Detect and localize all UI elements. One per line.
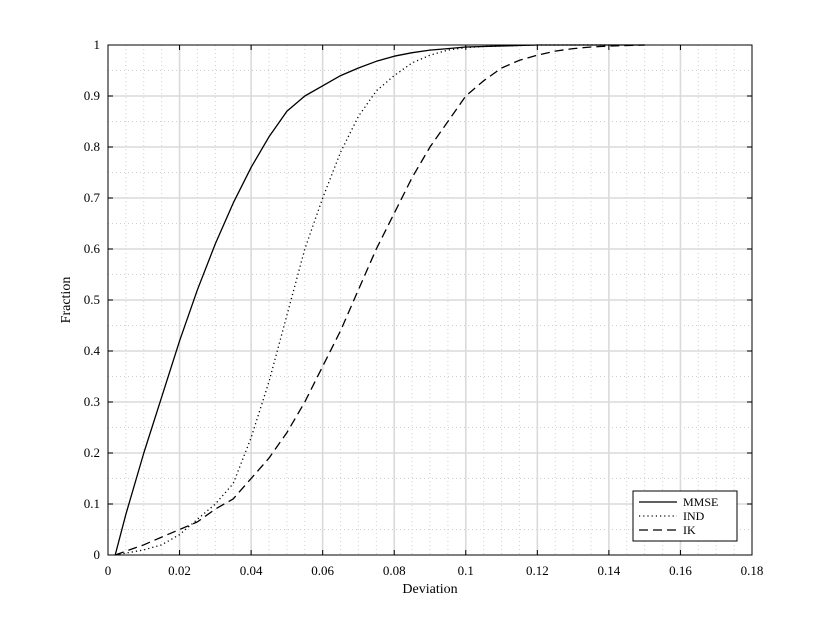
- y-tick-label: 0.8: [84, 139, 100, 154]
- y-tick-label: 1: [94, 37, 101, 52]
- y-tick-label: 0: [94, 547, 101, 562]
- y-tick-label: 0.4: [84, 343, 101, 358]
- x-tick-label: 0.16: [669, 563, 692, 578]
- y-tick-label: 0.6: [84, 241, 101, 256]
- x-tick-label: 0.12: [526, 563, 549, 578]
- x-tick-label: 0: [105, 563, 112, 578]
- x-tick-label: 0.08: [383, 563, 406, 578]
- series-line-mmse: [114, 44, 645, 556]
- series-layer: [114, 44, 645, 556]
- x-tick-label: 0.1: [458, 563, 474, 578]
- x-tick-label: 0.06: [311, 563, 334, 578]
- legend-box: [632, 490, 738, 542]
- y-tick-label: 0.1: [84, 496, 100, 511]
- x-axis-label: Deviation: [402, 582, 457, 597]
- x-tick-label: 0.18: [741, 563, 764, 578]
- legend-label-mmse: MMSE: [683, 495, 718, 509]
- y-axis-label: Fraction: [59, 277, 74, 324]
- x-tick-label: 0.14: [598, 563, 621, 578]
- y-tick-label: 0.2: [84, 445, 100, 460]
- x-tick-label: 0.04: [240, 563, 263, 578]
- y-tick-label: 0.7: [84, 190, 101, 205]
- y-tick-label: 0.3: [84, 394, 100, 409]
- y-tick-label: 0.5: [84, 292, 100, 307]
- ticks: 0 0.02 0.04 0.06 0.08 0.1 0.12 0.14 0.16 0.18 0 0.1…: [84, 37, 764, 578]
- legend-label-ind: IND: [683, 509, 705, 523]
- y-tick-label: 0.9: [84, 88, 100, 103]
- grid: [108, 45, 752, 555]
- x-tick-label: 0.02: [168, 563, 191, 578]
- series-line-ik: [114, 44, 645, 556]
- legend-label-ik: IK: [683, 523, 696, 537]
